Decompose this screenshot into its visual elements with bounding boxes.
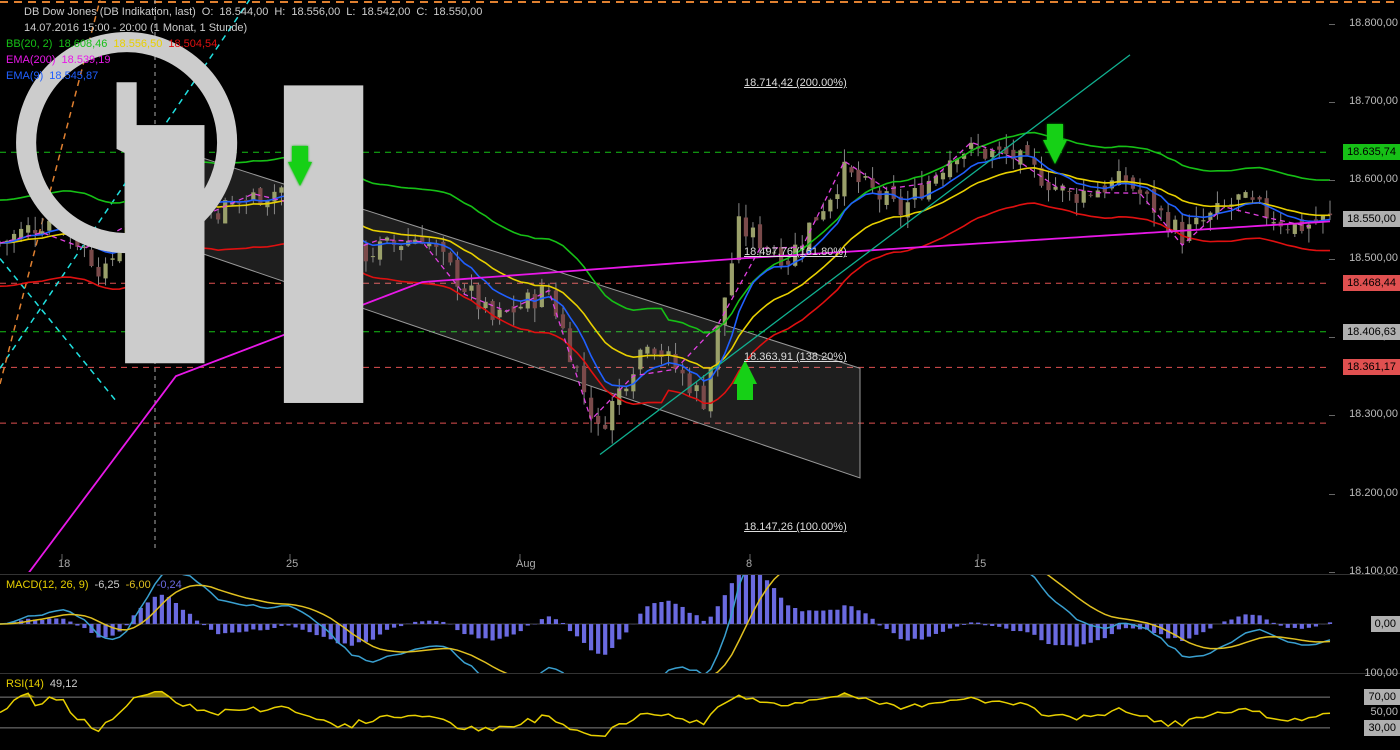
price-tag: 18.406,63 xyxy=(1343,324,1400,340)
annotation-arrow-down xyxy=(1043,140,1067,164)
macd-panel[interactable]: MACD(12, 26, 9) -6,25 -6,00 -0,24 0,000,… xyxy=(0,574,1400,672)
rsi-value: 49,12 xyxy=(50,678,78,690)
instrument-header: DB Dow Jones (DB Indikation, last) O: 18… xyxy=(6,6,482,18)
candlestick-icon xyxy=(6,6,18,18)
yaxis-tick-label: 18.300,00 xyxy=(1349,408,1398,420)
annotation-arrow-up xyxy=(733,360,757,384)
clock-icon xyxy=(6,22,18,34)
rsi-label: RSI(14) xyxy=(6,678,44,690)
macd-value-3: -0,24 xyxy=(157,579,182,591)
rsi-plot-svg xyxy=(0,674,1400,750)
fib-level-label: 18.147,26 (100.00%) xyxy=(744,521,847,533)
xaxis-tick-label: 18 xyxy=(58,558,70,570)
timeframe-header: 14.07.2016 15:00 - 20:00 (1 Monat, 1 Stu… xyxy=(6,22,247,34)
fib-level-label: 18.714,42 (200.00%) xyxy=(744,77,847,89)
price-tag: 18.550,00 xyxy=(1343,211,1400,227)
bb-value-lower: 18.504,54 xyxy=(168,38,217,50)
ema9-label: EMA(9) xyxy=(6,70,43,82)
bb-label: BB(20, 2) xyxy=(6,38,52,50)
yaxis-tick-label: 18.200,00 xyxy=(1349,487,1398,499)
xaxis-tick-label: Aug xyxy=(516,558,536,570)
fib-level-label: 18.497,76 (161.80%) xyxy=(744,246,847,258)
yaxis-tick-label: 18.500,00 xyxy=(1349,252,1398,264)
ema200-header: EMA(200) 18.539,19 xyxy=(6,54,110,66)
ema9-header: EMA(9) 18.545,87 xyxy=(6,70,98,82)
macd-plot-svg xyxy=(0,575,1400,673)
main-price-panel[interactable]: DB Dow Jones (DB Indikation, last) O: 18… xyxy=(0,0,1400,572)
macd-header: MACD(12, 26, 9) -6,25 -6,00 -0,24 xyxy=(6,579,182,591)
ema200-label: EMA(200) xyxy=(6,54,56,66)
xaxis-tick-label: 25 xyxy=(286,558,298,570)
macd-value-1: -6,25 xyxy=(95,579,120,591)
xaxis-tick-label: 8 xyxy=(746,558,752,570)
xaxis-tick-label: 15 xyxy=(974,558,986,570)
trading-chart: DB Dow Jones (DB Indikation, last) O: 18… xyxy=(0,0,1400,750)
rsi-header: RSI(14) 49,12 xyxy=(6,678,77,690)
ema9-value: 18.545,87 xyxy=(49,70,98,82)
bb-indicator-header: BB(20, 2) 18.608,46 18.556,50 18.504,54 xyxy=(6,38,217,50)
price-tag: 18.635,74 xyxy=(1343,144,1400,160)
bb-value-mid: 18.556,50 xyxy=(113,38,162,50)
price-tag: 18.468,44 xyxy=(1343,275,1400,291)
fib-level-label: 18.363,91 (138.20%) xyxy=(744,351,847,363)
price-tag: 18.361,17 xyxy=(1343,359,1400,375)
yaxis-tick-label: 18.700,00 xyxy=(1349,95,1398,107)
yaxis-tick-label: 18.800,00 xyxy=(1349,17,1398,29)
bb-value-upper: 18.608,46 xyxy=(58,38,107,50)
yaxis-tick-label: 18.600,00 xyxy=(1349,173,1398,185)
annotation-arrow-down xyxy=(288,162,312,186)
macd-label: MACD(12, 26, 9) xyxy=(6,579,89,591)
ema200-value: 18.539,19 xyxy=(62,54,111,66)
rsi-panel[interactable]: RSI(14) 49,12 30,0050,0070,00100,0070,00… xyxy=(0,673,1400,750)
macd-value-2: -6,00 xyxy=(126,579,151,591)
